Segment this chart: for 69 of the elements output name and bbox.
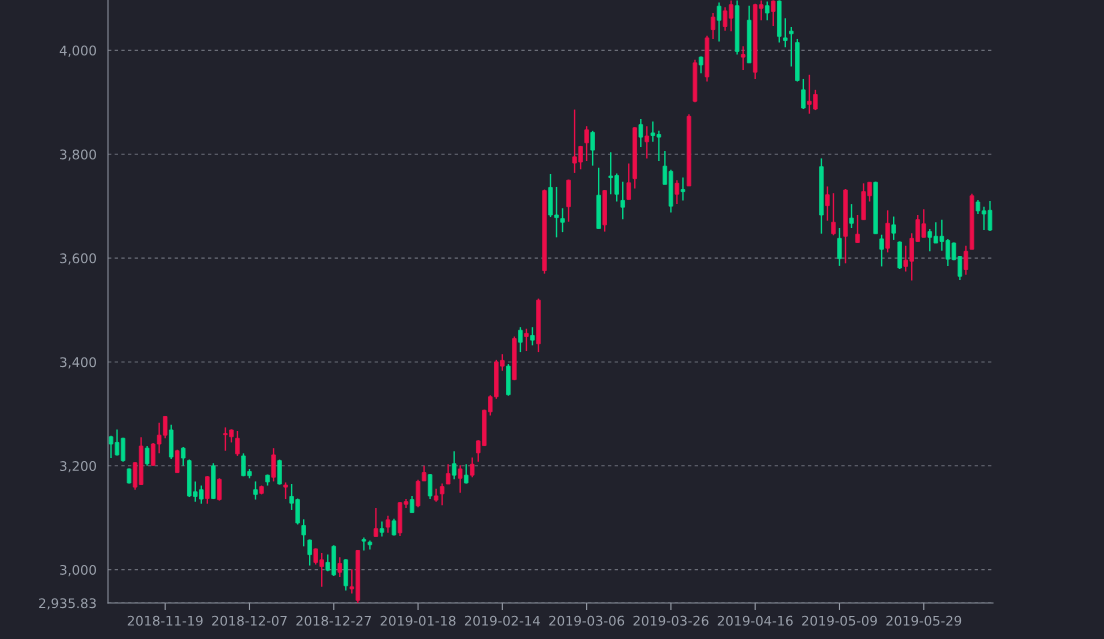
y-tick-label: 3,600 [60, 253, 97, 265]
candlestick [379, 520, 385, 538]
candlestick [783, 17, 788, 48]
candlestick [427, 473, 433, 500]
candlestick [981, 205, 987, 231]
candlestick [470, 456, 475, 478]
candlestick [987, 200, 993, 232]
candlestick [891, 215, 896, 241]
candlestick [235, 430, 240, 457]
candlestick [524, 328, 529, 352]
candlestick [560, 207, 565, 233]
candlestick [963, 244, 969, 276]
candlestick [644, 125, 650, 160]
y-tick-label: 3,400 [60, 357, 97, 369]
candlestick [301, 518, 306, 548]
candlestick [849, 203, 854, 229]
y-tick-label: 3,800 [60, 149, 97, 161]
x-tick-label: 2018-11-19 [127, 615, 203, 626]
candlestick [837, 227, 842, 267]
x-tick-label: 2019-03-06 [549, 615, 625, 626]
y-tick-label: 2,935.83 [39, 598, 96, 610]
candlestick [831, 192, 836, 236]
y-tick-label: 3,000 [60, 564, 97, 577]
candlestick [771, 0, 776, 27]
candlestick [789, 26, 794, 68]
candlestick [144, 445, 150, 467]
x-tick-label: 2019-04-16 [717, 615, 793, 626]
x-tick-label: 2018-12-27 [296, 615, 371, 626]
candlestick [518, 326, 523, 353]
candlestick [205, 475, 210, 505]
x-tick-label: 2019-05-29 [886, 615, 962, 626]
candlestick [674, 179, 680, 205]
candlestick [439, 482, 445, 506]
candlestick [217, 477, 222, 502]
candlestick [530, 326, 535, 347]
x-tick-label: 2018-12-07 [212, 615, 287, 626]
candlestick [740, 45, 746, 71]
candlestick [463, 463, 469, 485]
candlestick [361, 536, 367, 552]
x-tick-label: 2019-02-14 [464, 615, 540, 626]
candlestick [879, 234, 884, 268]
candlestick [307, 538, 312, 567]
candlestick [253, 480, 258, 501]
candlestick [620, 181, 625, 220]
candlestick [680, 176, 686, 202]
candlestick [337, 556, 343, 578]
candlestick [710, 12, 716, 40]
candlestick [638, 118, 644, 148]
candlestick [271, 447, 276, 483]
candlestick [825, 185, 830, 222]
candlestick [373, 507, 379, 538]
candlestick [765, 0, 770, 21]
candlestick [801, 78, 806, 110]
candlestick [716, 1, 722, 43]
candlestick [584, 125, 589, 162]
candlestick [114, 428, 120, 457]
y-tick-label: 4,000 [59, 45, 97, 57]
candlestick [626, 162, 631, 201]
y-tick-label: 3,200 [60, 461, 97, 473]
candlestick [590, 130, 595, 167]
candlestick [457, 464, 463, 494]
x-tick-label: 2019-01-18 [380, 615, 456, 626]
candlestick [181, 446, 186, 467]
candlestick [451, 450, 457, 481]
candlestick [277, 458, 282, 486]
candlestick [445, 463, 451, 485]
x-tick-label: 2019-05-09 [802, 615, 877, 626]
x-tick-label: 2019-03-26 [633, 615, 709, 626]
candlestick [855, 214, 860, 244]
